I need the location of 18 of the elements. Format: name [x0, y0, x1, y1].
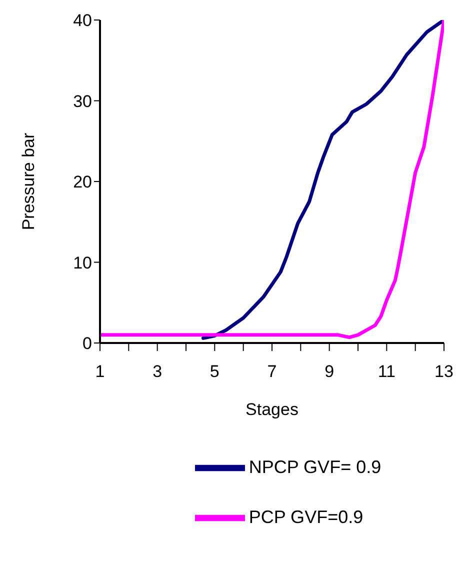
x-tick-label: 3 — [152, 362, 162, 382]
x-tick-label: 5 — [210, 362, 220, 382]
line-series — [201, 20, 444, 340]
y-tick-label: 30 — [73, 92, 92, 111]
y-axis-title: Pressure bar — [19, 132, 38, 230]
x-tick-label: 13 — [434, 362, 454, 382]
y-tick-label: 40 — [73, 11, 92, 30]
x-tick-label: 7 — [267, 362, 277, 382]
legend-label: PCP GVF=0.9 — [248, 506, 364, 527]
x-tick-label: 11 — [378, 362, 396, 382]
x-tick-label: 1 — [95, 362, 105, 382]
line-series — [100, 20, 444, 340]
x-tick-label: 9 — [324, 362, 334, 382]
y-tick-label: 10 — [73, 253, 92, 272]
y-tick-label: 20 — [73, 172, 92, 192]
x-axis-title: Stages — [246, 400, 298, 419]
y-tick-label: 0 — [82, 334, 92, 354]
legend-label: NPCP GVF= 0.9 — [248, 456, 382, 477]
